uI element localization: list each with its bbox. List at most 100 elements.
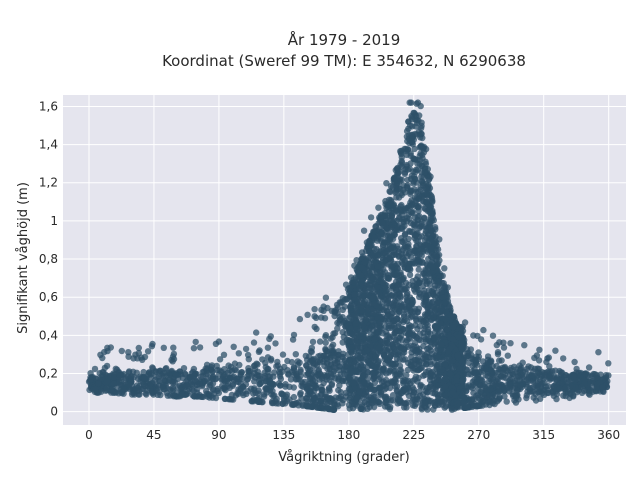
scatter-point	[424, 385, 431, 392]
scatter-point	[436, 236, 443, 243]
chart-subtitle: Koordinat (Sweref 99 TM): E 354632, N 62…	[162, 52, 526, 70]
scatter-point	[369, 295, 376, 302]
scatter-point	[401, 349, 408, 356]
scatter-point	[392, 360, 399, 367]
scatter-point	[486, 401, 493, 409]
scatter-point	[437, 320, 444, 327]
x-tick-label: 0	[85, 428, 93, 442]
scatter-point	[434, 354, 442, 361]
scatter-point	[416, 323, 423, 330]
scatter-point	[543, 358, 550, 366]
scatter-point	[296, 359, 303, 366]
scatter-point	[500, 344, 508, 351]
scatter-point	[552, 347, 559, 354]
scatter-point	[378, 303, 386, 311]
scatter-point	[377, 231, 385, 238]
scatter-point	[393, 383, 401, 390]
scatter-point	[395, 320, 402, 327]
scatter-point	[521, 342, 528, 349]
scatter-point	[298, 378, 305, 385]
scatter-point	[279, 351, 287, 358]
scatter-point	[454, 400, 461, 408]
scatter-point	[444, 284, 451, 291]
scatter-point	[421, 355, 428, 362]
scatter-point	[417, 186, 424, 194]
scatter-point	[287, 376, 295, 383]
scatter-point	[250, 386, 258, 394]
scatter-point	[289, 336, 297, 343]
scatter-point	[473, 353, 480, 360]
y-tick-labels: 0 0,2 0,4 0,6 0,8 1 1,2 1,4 1,6	[39, 99, 58, 418]
scatter-point	[140, 382, 148, 390]
scatter-point	[351, 291, 358, 298]
y-axis-label: Signifikant våghöjd (m)	[16, 182, 31, 334]
scatter-point	[424, 345, 431, 353]
scatter-point	[536, 346, 543, 353]
scatter-point	[133, 387, 141, 394]
scatter-point	[352, 367, 359, 375]
scatter-point	[427, 214, 434, 221]
scatter-point	[220, 351, 228, 358]
scatter-point	[442, 392, 449, 399]
scatter-point	[353, 307, 360, 314]
scatter-point	[98, 388, 105, 395]
scatter-point	[517, 382, 524, 389]
scatter-point	[354, 352, 362, 359]
scatter-point	[421, 215, 428, 222]
scatter-point	[413, 237, 420, 244]
scatter-point	[436, 299, 443, 306]
scatter-point	[223, 377, 230, 385]
scatter-point	[306, 375, 314, 382]
scatter-point	[599, 384, 606, 391]
chart-title: År 1979 - 2019	[288, 30, 401, 49]
scatter-point	[411, 219, 418, 226]
scatter-point	[391, 178, 399, 186]
y-tick-label: 1,4	[39, 138, 58, 152]
scatter-point	[160, 344, 167, 351]
scatter-point	[334, 401, 341, 408]
scatter-point	[311, 323, 318, 331]
scatter-point	[394, 342, 402, 350]
scatter-point	[422, 323, 429, 330]
scatter-point	[489, 332, 497, 339]
scatter-point	[141, 375, 148, 382]
scatter-point	[403, 372, 410, 379]
scatter-point	[357, 339, 364, 346]
scatter-point	[413, 276, 420, 283]
scatter-point	[345, 374, 352, 381]
scatter-point	[553, 377, 560, 384]
scatter-point	[408, 116, 416, 123]
y-tick-label: 0,4	[39, 328, 58, 342]
scatter-point	[544, 386, 551, 394]
scatter-point	[348, 400, 356, 408]
scatter-point	[463, 354, 470, 361]
scatter-point	[361, 259, 368, 266]
scatter-point	[264, 354, 272, 361]
scatter-point	[404, 266, 412, 273]
scatter-point	[324, 404, 331, 411]
scatter-point	[350, 379, 357, 387]
scatter-point	[358, 401, 365, 408]
scatter-point	[417, 134, 424, 141]
scatter-point	[213, 362, 220, 370]
scatter-point	[212, 394, 220, 402]
scatter-point	[401, 316, 408, 324]
scatter-point	[531, 354, 538, 362]
scatter-point	[273, 363, 280, 370]
scatter-point	[444, 292, 451, 299]
scatter-point	[370, 403, 378, 411]
y-tick-label: 1,2	[39, 176, 58, 190]
scatter-point	[316, 338, 324, 345]
scatter-point	[380, 279, 387, 286]
scatter-point	[362, 316, 369, 323]
scatter-point	[342, 281, 350, 288]
scatter-point	[144, 348, 152, 355]
scatter-point	[406, 227, 413, 235]
scatter-point	[404, 166, 412, 173]
scatter-point	[203, 361, 211, 368]
scatter-point	[367, 361, 375, 368]
scatter-point	[322, 339, 329, 346]
scatter-point	[292, 351, 299, 358]
scatter-point	[407, 203, 414, 210]
scatter-point	[111, 374, 118, 381]
